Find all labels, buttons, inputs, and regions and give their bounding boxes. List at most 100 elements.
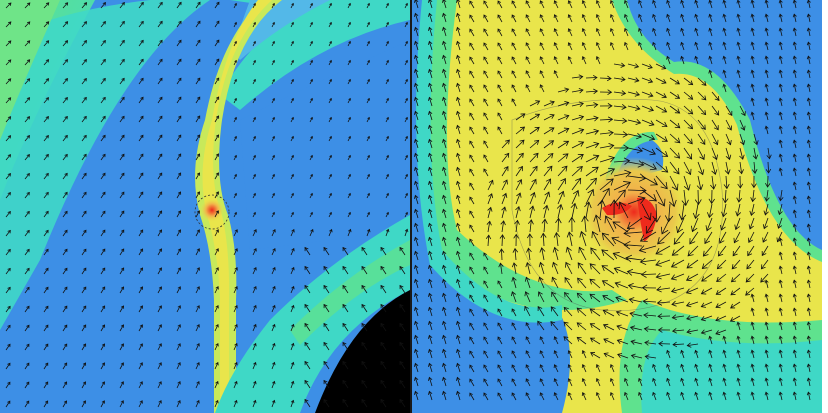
vector-arrowhead xyxy=(511,56,516,61)
vector-arrowhead xyxy=(64,305,68,309)
right-flow-image xyxy=(412,0,822,413)
vector-arrow xyxy=(807,252,811,261)
vector-arrowhead xyxy=(694,27,699,32)
vector-arrow xyxy=(599,168,615,177)
vector-arrowhead xyxy=(26,381,30,385)
vector-arrow xyxy=(557,153,569,163)
vector-arrowhead xyxy=(674,137,681,144)
vector-arrowhead xyxy=(688,80,694,86)
vector-arrow xyxy=(723,364,727,373)
vector-arrow xyxy=(119,97,125,104)
vector-arrowhead xyxy=(652,27,656,32)
vector-arrow xyxy=(807,182,811,191)
vector-arrow xyxy=(483,336,489,345)
vector-arrow xyxy=(342,380,349,389)
vector-arrow xyxy=(655,189,665,207)
vector-arrow xyxy=(157,210,162,218)
vector-arrowhead xyxy=(456,138,461,143)
vector-arrow xyxy=(43,287,49,294)
vector-arrow xyxy=(563,307,573,317)
vector-arrow xyxy=(456,125,461,135)
vector-arrow xyxy=(525,70,531,79)
vector-arrowhead xyxy=(7,362,11,367)
vector-arrow xyxy=(669,175,678,191)
vector-arrowhead xyxy=(367,135,370,139)
vector-arrowhead xyxy=(657,327,663,333)
vector-arrow xyxy=(723,56,727,65)
vector-arrowhead xyxy=(386,173,389,177)
vector-arrowhead xyxy=(121,210,125,214)
vector-arrow xyxy=(100,324,105,332)
vector-arrowhead xyxy=(655,272,662,280)
vector-arrow xyxy=(697,175,702,190)
vector-arrowhead xyxy=(140,191,144,195)
vector-arrowhead xyxy=(592,166,599,173)
vector-arrow xyxy=(385,174,389,180)
vector-arrowhead xyxy=(778,251,783,256)
vector-arrow xyxy=(767,147,770,159)
vector-arrowhead xyxy=(483,112,488,117)
vector-arrow xyxy=(483,378,489,387)
vector-arrow xyxy=(641,189,657,202)
vector-arrowhead xyxy=(215,96,220,100)
vector-arrowhead xyxy=(724,169,731,175)
vector-arrow xyxy=(119,305,124,313)
vector-arrowhead xyxy=(64,210,68,215)
vector-arrow xyxy=(672,315,685,319)
vector-arrow xyxy=(24,173,30,180)
vector-arrowhead xyxy=(414,320,419,325)
vector-arrowhead xyxy=(456,306,461,311)
vector-arrowhead xyxy=(762,224,768,230)
vector-arrowhead xyxy=(7,97,12,101)
vector-arrowhead xyxy=(553,378,558,383)
vector-arrowhead xyxy=(483,308,488,313)
vector-arrowhead xyxy=(120,400,124,404)
vector-arrowhead xyxy=(736,321,741,326)
vector-arrowhead xyxy=(572,189,580,197)
vector-arrow xyxy=(511,14,517,23)
vector-arrow xyxy=(627,175,646,179)
vector-arrowhead xyxy=(510,291,516,297)
vector-arrowhead xyxy=(750,335,755,340)
vector-arrow xyxy=(309,117,313,123)
vector-arrow xyxy=(807,266,811,275)
vector-arrowhead xyxy=(746,264,752,270)
vector-arrow xyxy=(24,135,30,142)
vector-arrow xyxy=(751,42,755,51)
vector-arrow xyxy=(138,267,143,275)
vector-arrow xyxy=(456,27,461,37)
vector-arrow xyxy=(751,84,755,93)
vector-arrow xyxy=(428,349,433,359)
vector-arrow xyxy=(483,140,489,149)
vector-arrowhead xyxy=(525,378,530,383)
vector-arrow xyxy=(603,338,615,345)
vector-arrow xyxy=(442,195,447,205)
vector-arrow xyxy=(779,126,783,135)
vector-arrowhead xyxy=(272,247,276,252)
vector-arrow xyxy=(580,231,587,247)
vector-arrowhead xyxy=(531,178,537,185)
vector-arrow xyxy=(252,229,257,237)
vector-arrowhead xyxy=(291,59,294,63)
vector-arrowhead xyxy=(535,100,541,105)
vector-arrowhead xyxy=(310,116,313,120)
vector-arrowhead xyxy=(63,381,68,385)
vector-arrowhead xyxy=(45,191,49,196)
vector-arrowhead xyxy=(644,340,650,346)
vector-arrowhead xyxy=(253,399,257,404)
vector-arrowhead xyxy=(778,41,783,46)
vector-arrow xyxy=(43,173,49,180)
vector-arrowhead xyxy=(609,377,614,382)
vector-arrowhead xyxy=(539,42,544,47)
vector-arrow xyxy=(627,105,640,110)
vector-arrowhead xyxy=(750,377,755,382)
vector-arrowhead xyxy=(342,322,347,328)
vector-arrow xyxy=(483,84,489,93)
vector-arrow xyxy=(540,392,545,401)
vector-arrow xyxy=(638,378,643,387)
vector-arrowhead xyxy=(652,0,656,4)
vector-arrowhead xyxy=(414,362,419,367)
vector-arrowhead xyxy=(26,210,30,215)
vector-arrowhead xyxy=(27,2,31,6)
vector-arrowhead xyxy=(178,77,182,82)
